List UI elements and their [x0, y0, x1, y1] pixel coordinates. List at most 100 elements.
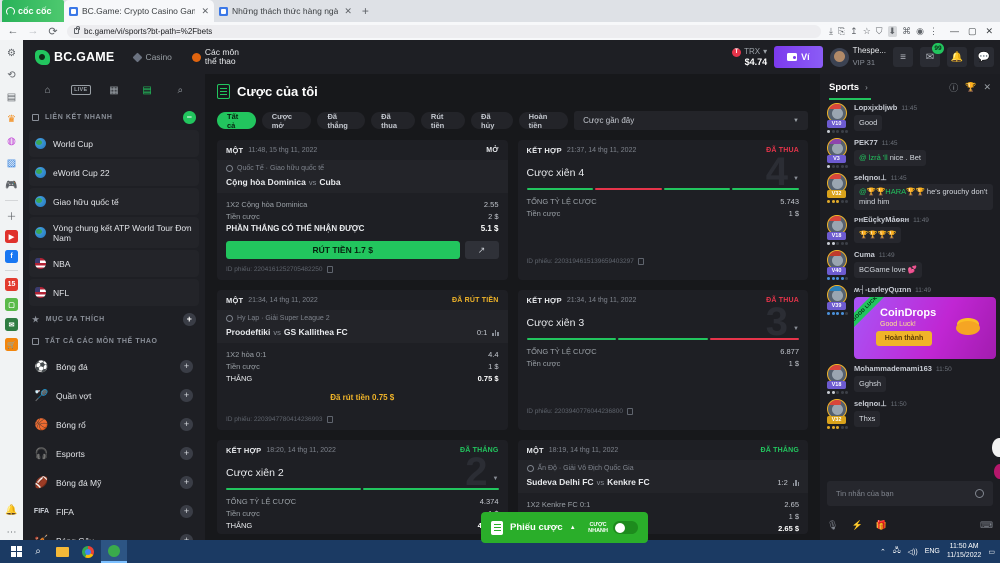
- bet-card[interactable]: KẾT HỢP 18:20, 14 thg 11, 2022 ĐÃ THẮNG …: [217, 440, 508, 534]
- mail-icon[interactable]: ✉: [5, 318, 18, 331]
- stats-icon[interactable]: ≡: [893, 47, 913, 67]
- chrome-icon[interactable]: [75, 540, 101, 563]
- expand-button[interactable]: +: [180, 505, 193, 518]
- maximize-button[interactable]: ▢: [967, 25, 977, 36]
- chat-room-title[interactable]: Sports: [829, 81, 860, 93]
- sidebar-item-world-cup[interactable]: World Cup: [29, 130, 199, 157]
- new-tab-button[interactable]: +: [361, 4, 369, 18]
- sort-dropdown[interactable]: Cược gần đây ▼: [574, 111, 808, 130]
- wallet-button[interactable]: Ví: [774, 46, 823, 68]
- balance-display[interactable]: T TRX ▾ $4.74: [732, 47, 767, 67]
- cart-icon[interactable]: 🛒: [5, 338, 18, 351]
- sidebar-tab-calendar[interactable]: ▦: [109, 84, 119, 96]
- tip-icon[interactable]: 🎁: [875, 520, 887, 530]
- chat-messages[interactable]: V10 Lopxjxbljwb 11:45 Good V3: [820, 100, 1000, 508]
- sidebar-item-international-friendly[interactable]: Giao hữu quốc tế: [29, 188, 199, 215]
- quickbet-toggle[interactable]: ✓: [613, 521, 638, 534]
- keyboard-icon[interactable]: ⌨: [980, 520, 993, 530]
- message-author[interactable]: Mohammademami163: [854, 364, 932, 373]
- list-icon[interactable]: ▤: [6, 92, 17, 103]
- share-icon[interactable]: ↥: [850, 25, 858, 36]
- reload-icon[interactable]: ⟳: [48, 25, 58, 38]
- youtube-icon[interactable]: ▶: [5, 230, 18, 243]
- volume-icon[interactable]: ◁)): [907, 548, 918, 556]
- message-author[interactable]: selqnoı⊥: [854, 399, 887, 408]
- bet-card[interactable]: KẾT HỢP 21:37, 14 thg 11, 2022 ĐÃ THUA 4…: [517, 140, 808, 280]
- gear-icon[interactable]: ⚙: [7, 48, 16, 59]
- chevron-down-icon[interactable]: ▼: [793, 176, 799, 182]
- note-icon[interactable]: ▢: [5, 298, 18, 311]
- filter-refunded[interactable]: Hoàn tiền: [518, 112, 569, 130]
- mail-icon[interactable]: ✉ 99: [920, 43, 944, 67]
- expand-button[interactable]: +: [180, 476, 193, 489]
- message-author[interactable]: ʍ┤-ʟarleyQụɪnn: [854, 285, 912, 294]
- action-center-icon[interactable]: ▭: [988, 548, 995, 556]
- sidebar-item-baseball[interactable]: 🏏 Bóng Gậy +: [23, 526, 205, 540]
- filter-open[interactable]: Cược mở: [261, 112, 312, 130]
- chevron-up-icon[interactable]: ⌃: [879, 548, 886, 556]
- add-favorite-button[interactable]: +: [183, 312, 196, 326]
- chat-toggle-icon[interactable]: 💬: [974, 47, 994, 67]
- menu-icon[interactable]: ⋮: [928, 25, 938, 36]
- chart-icon[interactable]: ▨: [6, 158, 17, 169]
- filter-lost[interactable]: Đã thua: [371, 112, 415, 130]
- nav-casino[interactable]: Casino: [132, 52, 172, 62]
- start-icon[interactable]: [5, 540, 27, 563]
- sidebar-item-soccer[interactable]: ⚽ Bóng đá +: [23, 352, 205, 381]
- chat-input[interactable]: Tin nhắn của bạn: [827, 481, 993, 506]
- message-author[interactable]: Cuma: [854, 250, 875, 259]
- copy-icon[interactable]: [627, 407, 634, 415]
- sidebar-tab-home[interactable]: ⌂: [44, 84, 51, 96]
- filter-cancelled[interactable]: Đã hủy: [471, 112, 513, 130]
- bell-icon[interactable]: 🔔: [5, 505, 18, 516]
- expand-button[interactable]: +: [180, 534, 193, 540]
- explorer-icon[interactable]: [49, 540, 75, 563]
- share-icon[interactable]: ↗: [464, 241, 499, 259]
- bet-card[interactable]: MỘT 21:34, 14 thg 11, 2022 ĐÃ RÚT TIỀN H…: [217, 290, 508, 430]
- bet-card[interactable]: MỘT 11:48, 15 thg 11, 2022 MỞ Quốc Tế · …: [217, 140, 508, 280]
- search-icon[interactable]: ⌕: [35, 546, 41, 557]
- profile-icon[interactable]: ◉: [916, 25, 924, 36]
- sidebar-item-fifa[interactable]: FIFA FIFA +: [23, 497, 205, 526]
- gamepad-icon[interactable]: 🎮: [5, 180, 18, 191]
- emoji-icon[interactable]: [975, 489, 984, 498]
- nav-sports[interactable]: Các môn thể thao: [191, 48, 239, 66]
- expand-button[interactable]: +: [180, 360, 193, 373]
- avatar[interactable]: [827, 364, 847, 384]
- avatar[interactable]: [827, 138, 847, 158]
- filter-won[interactable]: Đã thắng: [317, 112, 366, 130]
- bcgame-logo[interactable]: BC.GAME: [35, 49, 114, 65]
- message-author[interactable]: selqnoı⊥: [854, 173, 887, 182]
- chat-bubble-icon[interactable]: ◍: [7, 136, 16, 147]
- close-icon[interactable]: ✕: [983, 81, 991, 92]
- crown-icon[interactable]: ♛: [7, 114, 16, 125]
- filter-cashout[interactable]: Rút tiền: [420, 112, 466, 130]
- bookmark-star-icon[interactable]: ☆: [862, 25, 871, 36]
- sidebar-item-basketball[interactable]: 🏀 Bóng rổ +: [23, 410, 205, 439]
- plus-icon[interactable]: ＋: [6, 212, 17, 223]
- trophy-icon[interactable]: 🏆: [965, 81, 977, 92]
- translate-icon[interactable]: ⎘: [837, 25, 846, 36]
- betslip-button[interactable]: Phiếu cược ▲ CƯỢC NHANH ✓: [481, 512, 648, 543]
- sidebar-item-american-football[interactable]: 🏈 Bóng đá Mỹ +: [23, 468, 205, 497]
- stats-icon[interactable]: [792, 479, 799, 486]
- coccoc-icon[interactable]: [101, 540, 127, 563]
- minimize-button[interactable]: —: [949, 26, 959, 36]
- chevron-down-icon[interactable]: ▼: [492, 476, 499, 482]
- message-author[interactable]: Lopxjxbljwb: [854, 103, 898, 112]
- collapse-button[interactable]: −: [183, 110, 196, 124]
- copy-icon[interactable]: [326, 416, 333, 423]
- sidebar-item-nba[interactable]: NBA: [29, 250, 199, 277]
- copy-icon[interactable]: [326, 266, 333, 273]
- stats-icon[interactable]: [492, 329, 499, 336]
- more-icon[interactable]: ⋯: [6, 527, 17, 538]
- sidebar-item-tennis[interactable]: 🏸 Quần vợt +: [23, 381, 205, 410]
- close-icon[interactable]: ✕: [344, 5, 352, 16]
- expand-button[interactable]: +: [180, 418, 193, 431]
- close-window-button[interactable]: ✕: [985, 25, 993, 36]
- chevron-down-icon[interactable]: ▼: [793, 326, 799, 332]
- message-author[interactable]: PEK77: [854, 138, 878, 147]
- facebook-icon[interactable]: f: [5, 250, 18, 263]
- browser-tab-2[interactable]: Những thách thức hàng ngà ✕: [214, 0, 357, 22]
- download-icon[interactable]: ⬇: [887, 25, 898, 37]
